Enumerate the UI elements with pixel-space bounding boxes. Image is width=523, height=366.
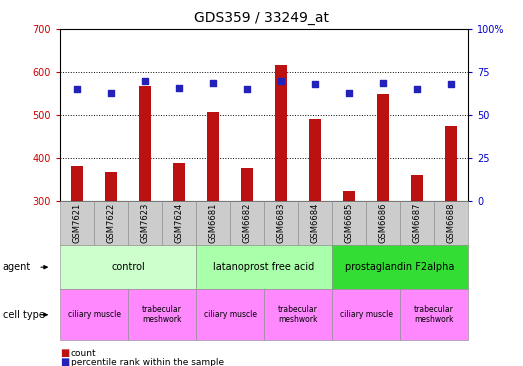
Text: ciliary muscle: ciliary muscle <box>203 310 257 319</box>
Text: GSM6682: GSM6682 <box>243 203 252 243</box>
Text: GSM6681: GSM6681 <box>209 203 218 243</box>
Bar <box>173 163 185 201</box>
Text: latanoprost free acid: latanoprost free acid <box>213 262 315 272</box>
Point <box>345 90 354 96</box>
Text: ■: ■ <box>60 348 70 358</box>
Point <box>73 86 82 92</box>
Bar <box>275 65 287 201</box>
Bar <box>309 119 321 201</box>
Text: GSM7624: GSM7624 <box>175 203 184 243</box>
Point <box>107 90 116 96</box>
Text: trabecular
meshwork: trabecular meshwork <box>278 305 318 325</box>
Text: GSM6686: GSM6686 <box>379 203 388 243</box>
Text: GSM7622: GSM7622 <box>107 203 116 243</box>
Text: count: count <box>71 349 96 358</box>
Text: cell type: cell type <box>3 310 44 320</box>
Text: percentile rank within the sample: percentile rank within the sample <box>71 358 224 366</box>
Text: trabecular
meshwork: trabecular meshwork <box>414 305 454 325</box>
Text: GSM6687: GSM6687 <box>413 203 422 243</box>
Text: GSM7621: GSM7621 <box>73 203 82 243</box>
Text: GDS359 / 33249_at: GDS359 / 33249_at <box>194 11 329 25</box>
Bar <box>71 165 83 201</box>
Bar <box>105 172 117 201</box>
Text: ■: ■ <box>60 357 70 366</box>
Point <box>209 80 218 86</box>
Bar <box>411 175 423 201</box>
Text: agent: agent <box>3 262 31 272</box>
Bar <box>445 126 457 201</box>
Text: trabecular
meshwork: trabecular meshwork <box>142 305 182 325</box>
Bar <box>343 191 355 201</box>
Point <box>447 81 456 87</box>
Point <box>277 78 286 84</box>
Bar <box>139 86 151 201</box>
Point <box>243 86 252 92</box>
Text: prostaglandin F2alpha: prostaglandin F2alpha <box>345 262 455 272</box>
Text: GSM6688: GSM6688 <box>447 203 456 243</box>
Text: GSM7623: GSM7623 <box>141 203 150 243</box>
Text: ciliary muscle: ciliary muscle <box>67 310 121 319</box>
Bar <box>207 112 219 201</box>
Text: GSM6684: GSM6684 <box>311 203 320 243</box>
Point <box>379 80 388 86</box>
Text: GSM6685: GSM6685 <box>345 203 354 243</box>
Text: control: control <box>111 262 145 272</box>
Point <box>141 78 150 84</box>
Text: GSM6683: GSM6683 <box>277 203 286 243</box>
Text: ciliary muscle: ciliary muscle <box>339 310 393 319</box>
Point <box>413 86 422 92</box>
Bar <box>377 94 389 201</box>
Point <box>175 85 184 91</box>
Point <box>311 81 320 87</box>
Bar <box>241 168 253 201</box>
